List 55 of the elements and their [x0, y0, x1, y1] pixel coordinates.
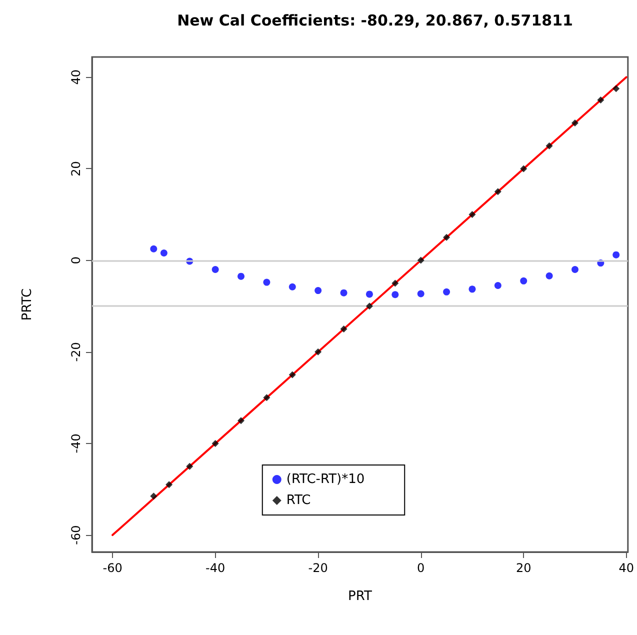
y-tick-label: 0	[69, 256, 83, 264]
point	[494, 282, 502, 289]
point	[238, 417, 245, 424]
point	[263, 278, 270, 286]
point	[186, 462, 194, 470]
point	[166, 481, 173, 488]
point	[443, 234, 450, 241]
y-axis-title: PRTC	[20, 288, 35, 321]
point	[366, 290, 373, 298]
y-tick-label: 40	[69, 70, 83, 85]
point	[150, 492, 158, 500]
point	[314, 287, 322, 294]
point	[392, 291, 399, 298]
point	[546, 272, 553, 280]
chart-title: New Cal Coefficients: -80.29, 20.867, 0.571811	[177, 12, 573, 30]
point	[546, 142, 553, 150]
point	[443, 288, 450, 296]
y-tick-label: -20	[69, 342, 83, 362]
x-tick-label: -20	[308, 561, 328, 575]
point	[288, 371, 296, 378]
x-tick-label: -40	[206, 561, 226, 575]
y-tick-label: -60	[69, 525, 83, 545]
point	[340, 326, 348, 332]
point	[314, 348, 322, 356]
point	[417, 256, 424, 264]
x-axis-title: PRT	[348, 589, 372, 604]
point	[494, 188, 502, 196]
point	[212, 266, 219, 273]
point	[520, 165, 528, 172]
point	[340, 289, 348, 296]
point	[392, 280, 399, 287]
point	[212, 440, 219, 447]
point	[520, 277, 528, 284]
point	[612, 85, 620, 92]
legend-label: (RTC-RT)*10	[286, 472, 365, 487]
point	[612, 251, 620, 258]
point	[468, 211, 476, 218]
point	[288, 283, 296, 290]
point	[238, 272, 245, 280]
y-tick-label: -40	[69, 434, 83, 454]
point	[150, 245, 158, 252]
y-tick-label: 20	[69, 161, 83, 176]
point	[263, 394, 270, 402]
point	[366, 302, 373, 310]
point	[160, 249, 168, 256]
x-tick-label: 20	[516, 561, 532, 575]
point	[571, 119, 578, 126]
x-tick-label: -60	[102, 561, 122, 575]
point	[417, 290, 424, 298]
point	[571, 266, 578, 273]
x-tick-label: 0	[417, 561, 425, 575]
legend-label: RTC	[286, 493, 311, 508]
point	[597, 96, 604, 104]
x-tick-label: 40	[618, 561, 634, 575]
point	[468, 286, 476, 293]
